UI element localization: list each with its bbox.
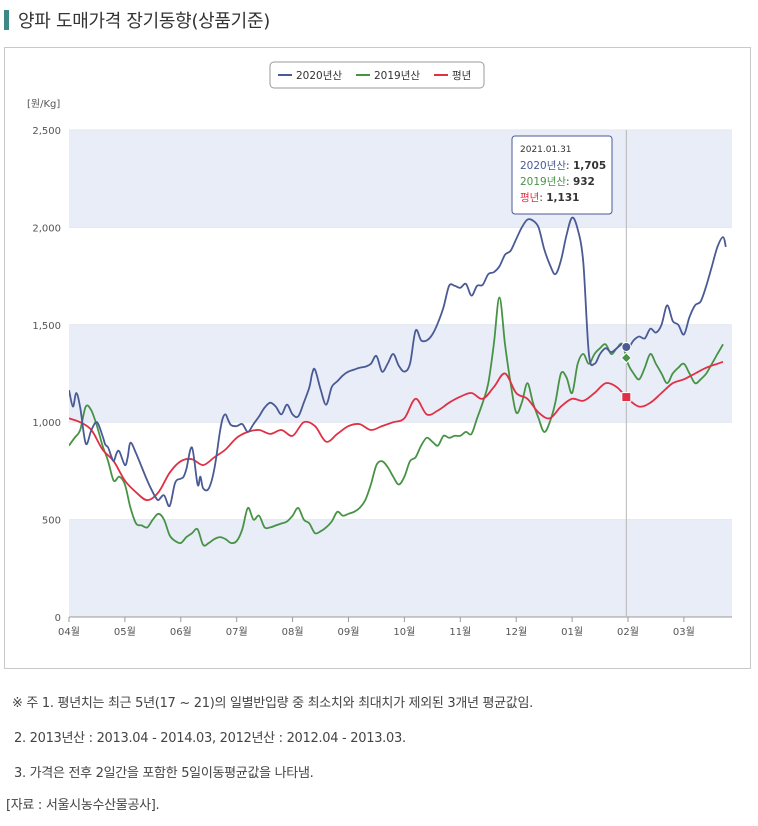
- plot-band-4: [69, 130, 732, 228]
- x-tick-label-6: 10월: [393, 626, 415, 638]
- series-line-1: [69, 296, 724, 547]
- tooltip-value-1: 932: [573, 176, 595, 188]
- legend-label-2: 평년: [452, 70, 471, 82]
- tooltip-row-2: 평년: 1,131: [520, 192, 579, 204]
- x-tick-label-11: 03월: [673, 626, 695, 638]
- note-2: 2. 2013년산 : 2013.04 - 2014.03, 2012년산 : …: [14, 731, 406, 746]
- legend: 2020년산 2019년산 평년: [269, 61, 485, 89]
- tooltip-row-1: 2019년산: 932: [520, 176, 595, 188]
- chart-container: 0 500 1,000 1,500 2,000 2,500 [원/Kg] 04월 05월 06월 0…: [4, 47, 751, 669]
- tooltip-sep-1: :: [566, 176, 573, 188]
- y-tick-label-3: 1,500: [32, 321, 61, 332]
- tooltip-series-name-2: 평년: [520, 192, 539, 204]
- legend-label-0: 2020년산: [296, 70, 342, 82]
- legend-label-1: 2019년산: [374, 70, 420, 82]
- y-tick-label-4: 2,000: [32, 223, 61, 234]
- x-tick-label-3: 07월: [226, 626, 248, 638]
- x-tick-label-9: 01월: [561, 626, 583, 638]
- legend-item-1[interactable]: 2019년산: [356, 70, 420, 82]
- series-line-2: [69, 360, 724, 501]
- tooltip: 2021.01.31 2020년산: 1,705 2019년산: 932 평년: 1,…: [511, 135, 613, 215]
- marker-2020: [621, 342, 632, 353]
- tooltip-series-name-0: 2020년산: [520, 160, 566, 172]
- note-1: ※ 주 1. 평년치는 최근 5년(17 ~ 21)의 일별반입량 중 최소치와…: [12, 696, 533, 711]
- tooltip-series-name-1: 2019년산: [520, 176, 566, 188]
- title-bar: 양파 도매가격 장기동향(상품기준): [4, 8, 270, 32]
- tooltip-sep-0: :: [566, 160, 573, 172]
- tooltip-value-0: 1,705: [573, 160, 606, 172]
- plot-band-2: [69, 324, 732, 423]
- x-tick-label-7: 11월: [449, 626, 471, 638]
- y-tick-label-5: 2,500: [32, 126, 61, 137]
- title-marker: [4, 10, 9, 30]
- tooltip-value-2: 1,131: [546, 192, 579, 204]
- y-unit-label: [원/Kg]: [27, 98, 60, 110]
- x-tick-label-4: 08월: [282, 626, 304, 638]
- x-tick-label-0: 04월: [58, 626, 80, 638]
- note-3: 3. 가격은 전후 2일간을 포함한 5일이동평균값을 나타냄.: [14, 766, 314, 781]
- y-tick-label-2: 1,000: [32, 418, 61, 429]
- x-tick-label-2: 06월: [170, 626, 192, 638]
- marker-2019: [620, 352, 633, 364]
- tooltip-sep-2: :: [539, 192, 546, 204]
- x-tick-label-10: 02월: [617, 626, 639, 638]
- tooltip-box: [511, 135, 613, 215]
- plot-band-0: [69, 519, 732, 617]
- legend-box: [269, 61, 485, 89]
- page-title: 양파 도매가격 장기동향(상품기준): [18, 11, 270, 32]
- x-tick-label-5: 09월: [338, 626, 360, 638]
- y-tick-label-0: 0: [55, 613, 61, 624]
- series-line-0: [69, 216, 727, 508]
- marker-normal: [621, 392, 632, 403]
- tooltip-row-0: 2020년산: 1,705: [520, 160, 606, 172]
- y-tick-label-1: 500: [42, 516, 61, 527]
- x-tick-label-8: 12월: [505, 626, 527, 638]
- legend-item-0[interactable]: 2020년산: [278, 70, 342, 82]
- line-chart[interactable]: 0 500 1,000 1,500 2,000 2,500 [원/Kg] 04월 05월 06월 0…: [5, 48, 750, 668]
- notes: ※ 주 1. 평년치는 최근 5년(17 ~ 21)의 일별반입량 중 최소치와…: [12, 692, 533, 797]
- source-note: [자료 : 서울시농수산물공사].: [6, 798, 160, 813]
- tooltip-date: 2021.01.31: [520, 145, 572, 155]
- x-tick-label-1: 05월: [114, 626, 136, 638]
- legend-item-2[interactable]: 평년: [434, 70, 471, 82]
